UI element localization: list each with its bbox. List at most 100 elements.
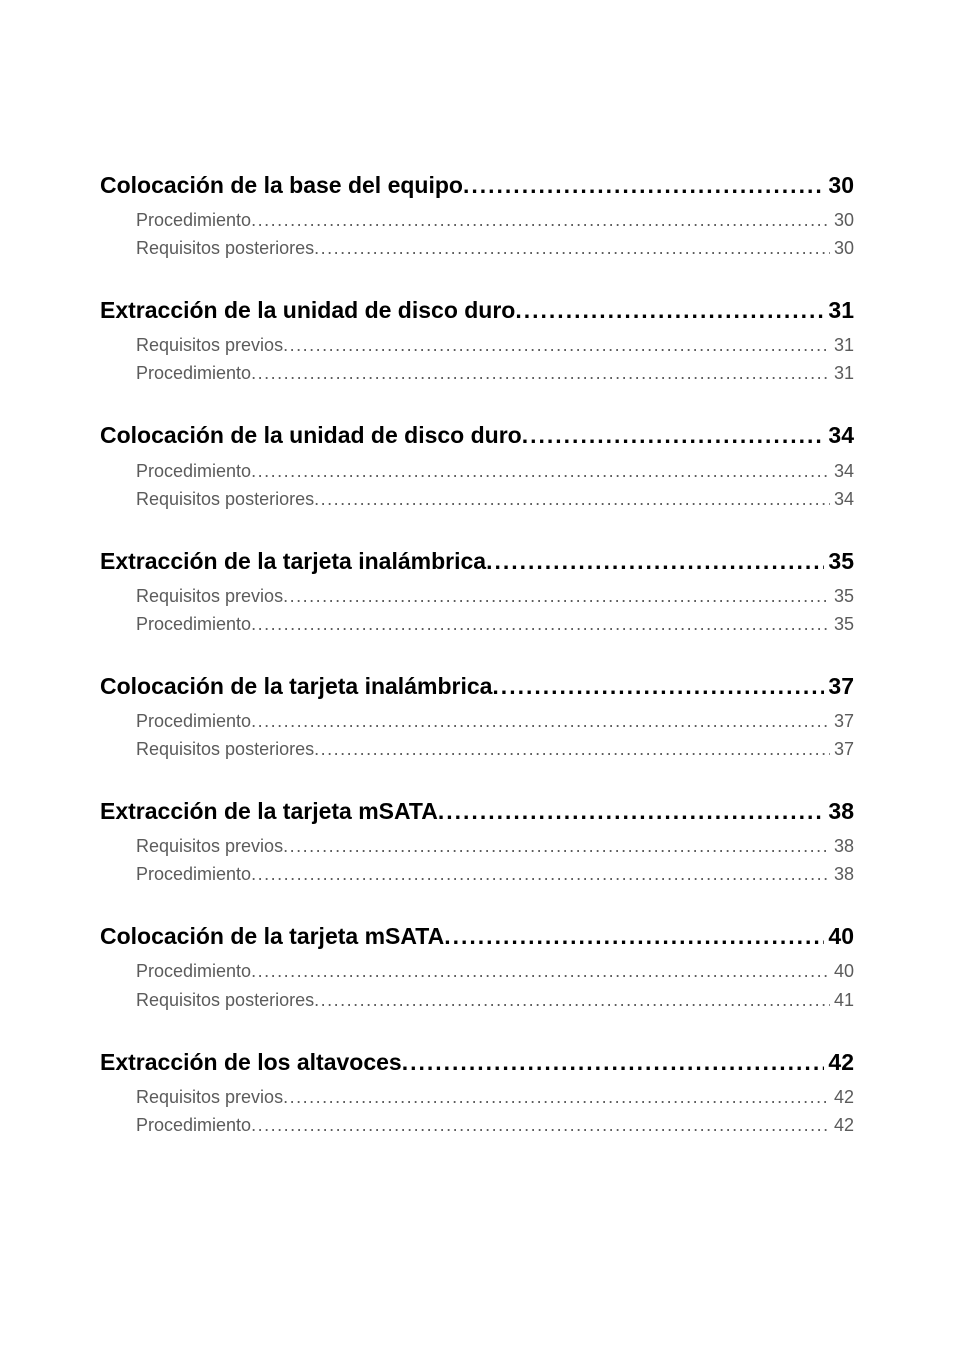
toc-sub-row: Requisitos previos......................… — [136, 332, 854, 358]
toc-group: Extracción de la tarjeta inalámbrica....… — [100, 546, 854, 637]
toc-sub-title: Requisitos previos — [136, 1084, 283, 1110]
toc-leader-dots: ........................................… — [522, 420, 825, 451]
toc-heading-page: 31 — [824, 295, 854, 326]
toc-sub-page: 41 — [830, 987, 854, 1013]
toc-group: Colocación de la base del equipo........… — [100, 170, 854, 261]
toc-sub-row: Procedimiento...........................… — [136, 611, 854, 637]
toc-heading-page: 38 — [824, 796, 854, 827]
toc-heading-title: Extracción de la unidad de disco duro — [100, 295, 515, 326]
toc-leader-dots: ........................................… — [251, 611, 830, 637]
toc-leader-dots: ........................................… — [314, 987, 830, 1013]
toc-heading-title: Extracción de la tarjeta inalámbrica — [100, 546, 486, 577]
toc-sub-title: Requisitos previos — [136, 583, 283, 609]
toc-sub-page: 31 — [830, 332, 854, 358]
toc-heading-title: Extracción de los altavoces — [100, 1047, 402, 1078]
toc-heading-row: Extracción de la tarjeta mSATA..........… — [100, 796, 854, 827]
toc-sub-row: Procedimiento...........................… — [136, 958, 854, 984]
toc-heading-row: Extracción de la tarjeta inalámbrica....… — [100, 546, 854, 577]
toc-sub-row: Requisitos posteriores..................… — [136, 235, 854, 261]
toc-sub-title: Requisitos posteriores — [136, 235, 314, 261]
toc-sub-row: Requisitos posteriores..................… — [136, 736, 854, 762]
toc-heading-row: Extracción de los altavoces.............… — [100, 1047, 854, 1078]
toc-heading-row: Colocación de la tarjeta mSATA..........… — [100, 921, 854, 952]
toc-heading-row: Colocación de la tarjeta inalámbrica....… — [100, 671, 854, 702]
toc-heading-title: Colocación de la tarjeta inalámbrica — [100, 671, 492, 702]
toc-leader-dots: ........................................… — [251, 708, 830, 734]
toc-sub-page: 31 — [830, 360, 854, 386]
toc-sub-page: 37 — [830, 708, 854, 734]
toc-sub-row: Requisitos previos......................… — [136, 583, 854, 609]
toc-leader-dots: ........................................… — [251, 861, 830, 887]
toc-sub-page: 38 — [830, 861, 854, 887]
toc-leader-dots: ........................................… — [463, 170, 824, 201]
toc-sub-row: Procedimiento...........................… — [136, 458, 854, 484]
toc-heading-page: 30 — [824, 170, 854, 201]
toc-heading-title: Colocación de la tarjeta mSATA — [100, 921, 444, 952]
toc-leader-dots: ........................................… — [283, 1084, 830, 1110]
toc-sub-title: Procedimiento — [136, 958, 251, 984]
toc-sub-page: 40 — [830, 958, 854, 984]
toc-sub-page: 34 — [830, 486, 854, 512]
toc-leader-dots: ........................................… — [486, 546, 824, 577]
toc-group: Colocación de la tarjeta inalámbrica....… — [100, 671, 854, 762]
toc-leader-dots: ........................................… — [515, 295, 824, 326]
toc-leader-dots: ........................................… — [283, 583, 830, 609]
toc-page: Colocación de la base del equipo........… — [0, 0, 954, 1138]
toc-sub-row: Requisitos previos......................… — [136, 1084, 854, 1110]
toc-group: Extracción de la tarjeta mSATA..........… — [100, 796, 854, 887]
toc-leader-dots: ........................................… — [438, 796, 825, 827]
toc-sub-page: 30 — [830, 235, 854, 261]
toc-sub-title: Procedimiento — [136, 207, 251, 233]
toc-sub-row: Procedimiento...........................… — [136, 861, 854, 887]
toc-leader-dots: ........................................… — [251, 958, 830, 984]
toc-heading-row: Colocación de la base del equipo........… — [100, 170, 854, 201]
toc-sub-title: Procedimiento — [136, 861, 251, 887]
toc-sub-title: Requisitos posteriores — [136, 486, 314, 512]
toc-group: Colocación de la unidad de disco duro...… — [100, 420, 854, 511]
toc-sub-title: Requisitos previos — [136, 332, 283, 358]
toc-sub-row: Procedimiento ..........................… — [136, 1112, 854, 1138]
toc-heading-title: Colocación de la base del equipo — [100, 170, 463, 201]
toc-sub-row: Requisitos posteriores..................… — [136, 486, 854, 512]
toc-sub-page: 30 — [830, 207, 854, 233]
toc-leader-dots: ........................................… — [283, 332, 830, 358]
toc-sub-row: Procedimiento...........................… — [136, 207, 854, 233]
toc-heading-page: 42 — [824, 1047, 854, 1078]
toc-sub-page: 38 — [830, 833, 854, 859]
toc-leader-dots: ........................................… — [444, 921, 824, 952]
toc-sub-page: 42 — [830, 1112, 854, 1138]
toc-sub-row: Requisitos posteriores..................… — [136, 987, 854, 1013]
toc-leader-dots: ........................................… — [492, 671, 824, 702]
toc-sub-title: Procedimiento — [136, 360, 251, 386]
toc-sub-title: Procedimiento — [136, 1112, 251, 1138]
toc-leader-dots: ........................................… — [314, 736, 830, 762]
toc-heading-page: 34 — [824, 420, 854, 451]
toc-heading-page: 37 — [824, 671, 854, 702]
toc-sub-page: 34 — [830, 458, 854, 484]
toc-leader-dots: ........................................… — [283, 833, 830, 859]
toc-leader-dots: ........................................… — [251, 1112, 830, 1138]
toc-leader-dots: ........................................… — [251, 207, 830, 233]
toc-sub-row: Requisitos previos......................… — [136, 833, 854, 859]
toc-heading-title: Extracción de la tarjeta mSATA — [100, 796, 438, 827]
toc-group: Extracción de los altavoces.............… — [100, 1047, 854, 1138]
toc-sub-title: Requisitos posteriores — [136, 987, 314, 1013]
toc-heading-page: 35 — [824, 546, 854, 577]
toc-sub-page: 35 — [830, 583, 854, 609]
toc-heading-title: Colocación de la unidad de disco duro — [100, 420, 522, 451]
toc-sub-row: Procedimiento...........................… — [136, 360, 854, 386]
toc-sub-page: 42 — [830, 1084, 854, 1110]
toc-sub-title: Procedimiento — [136, 708, 251, 734]
toc-heading-page: 40 — [824, 921, 854, 952]
toc-leader-dots: ........................................… — [251, 360, 830, 386]
toc-sub-title: Procedimiento — [136, 458, 251, 484]
toc-leader-dots: ........................................… — [251, 458, 830, 484]
toc-heading-row: Colocación de la unidad de disco duro...… — [100, 420, 854, 451]
toc-leader-dots: ........................................… — [402, 1047, 825, 1078]
toc-leader-dots: ........................................… — [314, 235, 830, 261]
toc-heading-row: Extracción de la unidad de disco duro...… — [100, 295, 854, 326]
toc-sub-page: 35 — [830, 611, 854, 637]
toc-sub-title: Requisitos posteriores — [136, 736, 314, 762]
toc-sub-row: Procedimiento...........................… — [136, 708, 854, 734]
toc-sub-title: Requisitos previos — [136, 833, 283, 859]
